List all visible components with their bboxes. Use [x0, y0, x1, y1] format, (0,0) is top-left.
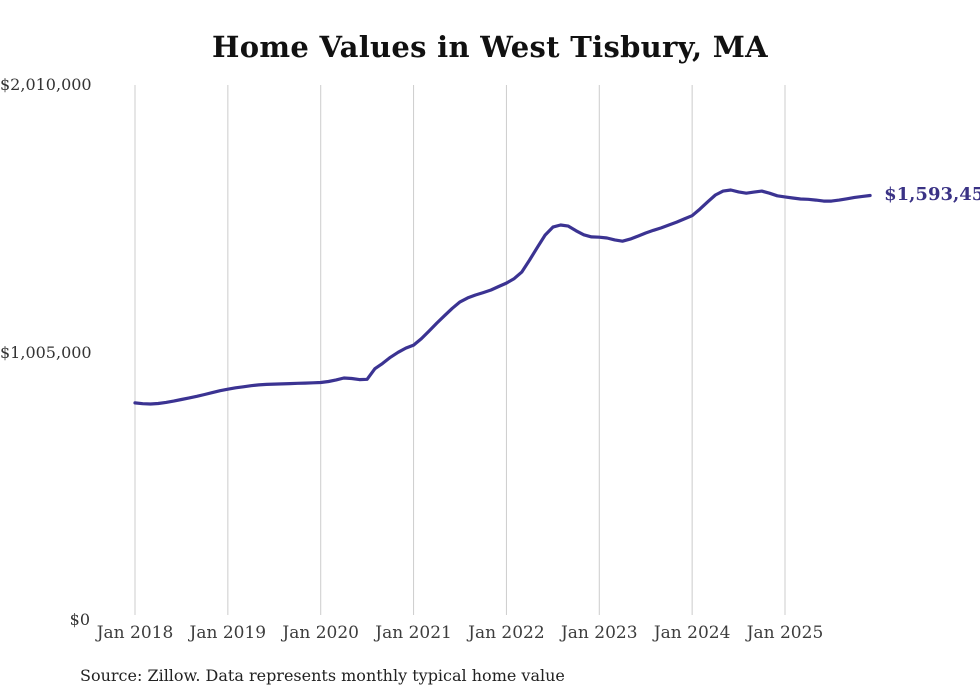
- x-axis-tick-label: Jan 2024: [653, 623, 731, 643]
- home-value-series-line: [133, 188, 872, 406]
- x-axis-tick-label: Jan 2025: [746, 623, 824, 643]
- x-axis-tick-label: Jan 2022: [468, 623, 545, 643]
- x-axis-tick-label: Jan 2019: [189, 623, 267, 643]
- y-axis-tick-label-top: $2,010,000: [0, 75, 92, 94]
- vertical-gridlines: [134, 85, 786, 615]
- x-axis-tick-label: Jan 2021: [375, 623, 452, 643]
- latest-value-label: $1,593,458: [884, 184, 980, 206]
- x-axis-tick-label: Jan 2020: [282, 623, 359, 643]
- x-axis-tick-label: Jan 2018: [96, 623, 174, 643]
- chart-title: Home Values in West Tisbury, MA: [212, 30, 768, 64]
- x-axis-tick-label: Jan 2023: [560, 623, 638, 643]
- y-axis-tick-label-zero: $0: [69, 610, 90, 629]
- y-axis-tick-label-mid: $1,005,000: [0, 343, 92, 362]
- source-note: Source: Zillow. Data represents monthly …: [80, 666, 565, 685]
